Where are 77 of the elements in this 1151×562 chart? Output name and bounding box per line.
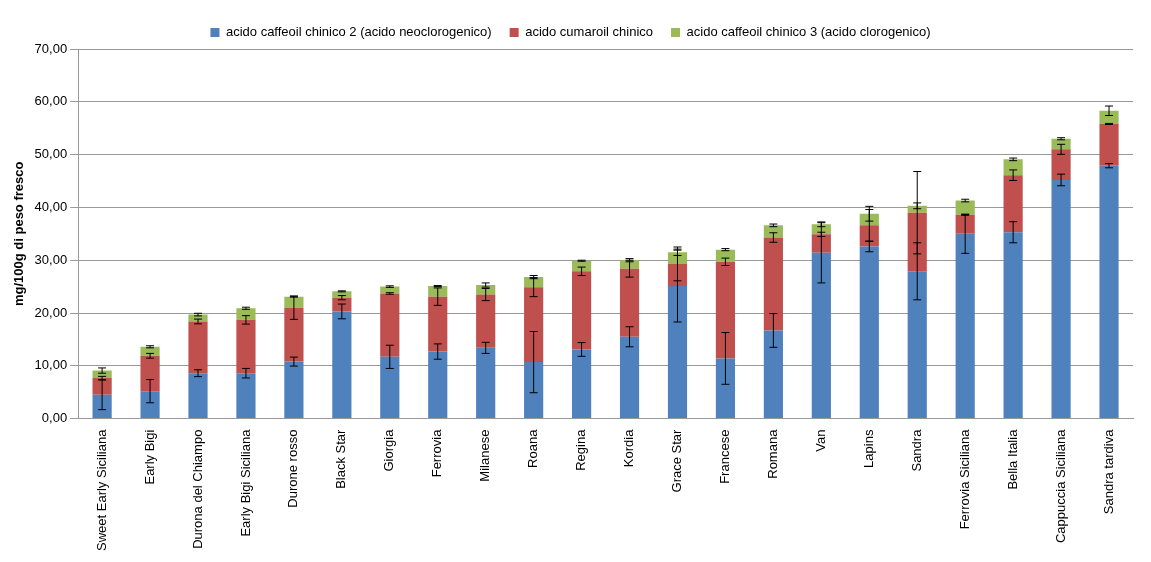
- bar: [859, 246, 879, 419]
- bar: [955, 214, 975, 234]
- x-tick-label: Giorgia: [381, 428, 397, 472]
- bar: [572, 349, 592, 419]
- bar: [667, 286, 688, 419]
- bar: [188, 373, 208, 419]
- bar: [763, 237, 783, 331]
- bar: [955, 233, 975, 419]
- bar: [1003, 175, 1023, 233]
- bar: [380, 293, 400, 357]
- y-axis-title: mg/100g di peso fresco: [11, 161, 27, 307]
- x-tick-label: Cappuccia Siciliana: [1052, 428, 1068, 544]
- x-tick-label: Sandra: [908, 428, 924, 472]
- bar: [907, 271, 927, 419]
- bar: [188, 321, 208, 374]
- bar: [524, 287, 544, 363]
- bar: [524, 362, 544, 419]
- bar: [476, 347, 496, 419]
- bar: [332, 311, 352, 419]
- bar: [476, 294, 496, 348]
- bar: [715, 358, 736, 419]
- bar: [763, 225, 783, 238]
- x-tick-label: Ferrovia: [429, 428, 445, 478]
- x-tick-label: Kordia: [621, 428, 637, 468]
- x-tick-label: Van: [812, 429, 828, 452]
- y-tick-label: 20,00: [34, 304, 68, 320]
- bar: [859, 225, 879, 247]
- bar: [811, 252, 831, 419]
- bar: [284, 307, 304, 362]
- x-tick-label: Francese: [717, 429, 733, 484]
- bar: [811, 234, 831, 253]
- bar: [140, 355, 160, 392]
- bar: [1003, 232, 1023, 419]
- x-tick-label: Durona del Chiampo: [189, 429, 205, 549]
- legend-label: acido caffeoil chinico 3 (acido clorogenico): [686, 24, 931, 40]
- x-tick-label: Early Bigi: [141, 429, 157, 485]
- bar: [428, 351, 448, 419]
- x-tick-label: Bella Italia: [1004, 428, 1020, 490]
- bar: [1099, 123, 1119, 166]
- bar: [907, 205, 927, 213]
- bar: [619, 336, 640, 419]
- x-tick-label: Durone rosso: [285, 429, 301, 508]
- bar: [380, 356, 400, 419]
- x-tick-label: Ferrovia Siciliana: [956, 428, 972, 530]
- x-tick-label: Romana: [764, 428, 780, 479]
- y-tick-label: 30,00: [34, 251, 68, 267]
- bar: [715, 261, 736, 359]
- y-tick-label: 10,00: [34, 357, 68, 373]
- bar: [763, 330, 783, 419]
- y-tick-label: 0,00: [41, 410, 68, 426]
- bar: [1099, 165, 1119, 419]
- x-tick-label: Regina: [573, 428, 589, 471]
- x-tick-label: Early Bigi Siciliana: [237, 428, 253, 537]
- y-tick-label: 60,00: [34, 93, 68, 109]
- bar: [92, 394, 112, 419]
- legend-label: acido caffeoil chinico 2 (acido neoclorogenico): [225, 24, 492, 40]
- bar: [572, 271, 592, 350]
- bar: [236, 373, 256, 419]
- x-tick-label: Lapins: [860, 429, 876, 468]
- bar: [140, 391, 160, 419]
- x-tick-label: Milanese: [477, 429, 493, 482]
- x-tick-label: Roana: [525, 428, 541, 468]
- bar: [284, 361, 304, 419]
- x-tick-label: Black Star: [333, 428, 349, 489]
- y-tick-label: 50,00: [34, 146, 68, 162]
- x-tick-label: Sandra tardiva: [1100, 428, 1116, 515]
- bar: [907, 212, 927, 272]
- bar: [428, 296, 448, 352]
- y-tick-label: 40,00: [34, 198, 68, 214]
- bar: [1051, 179, 1071, 419]
- bar: [1051, 149, 1071, 180]
- x-tick-label: Sweet Early Siciliana: [93, 428, 109, 551]
- legend-label: acido cumaroil chinico: [525, 24, 654, 40]
- x-tick-label: Grace Star: [669, 428, 685, 493]
- y-tick-label: 70,00: [34, 40, 68, 56]
- bar: [236, 319, 256, 374]
- bar: [619, 268, 640, 337]
